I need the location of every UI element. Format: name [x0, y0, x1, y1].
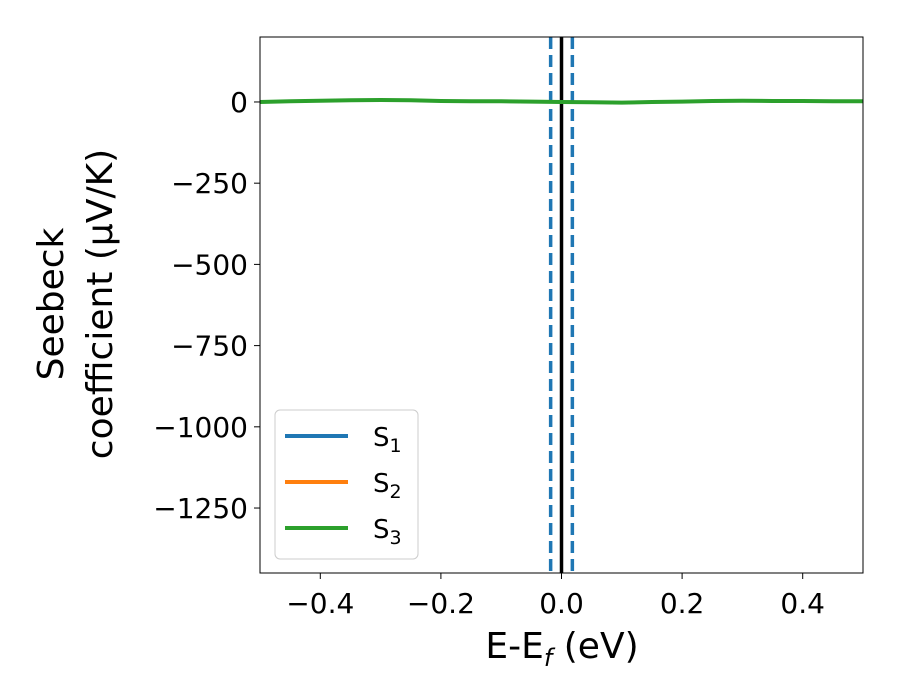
x-axis-label: E-Ef (eV): [485, 626, 638, 672]
y-tick-label: −1000: [153, 411, 248, 444]
legend: S1 S2 S3: [274, 409, 419, 560]
y-tick-label: −500: [171, 248, 248, 281]
y-tick-label: −250: [171, 167, 248, 200]
legend-label-3: S3: [373, 515, 402, 549]
y-axis-ticks: 0 −250 −500 −750 −1000 −1250: [153, 86, 260, 525]
legend-label-2: S2: [373, 469, 402, 503]
legend-box: [274, 409, 419, 560]
series-line-3: [259, 98, 863, 105]
x-tick-label: 0.4: [780, 587, 825, 620]
x-axis-ticks: −0.4 −0.2 0.0 0.2 0.4: [286, 573, 825, 620]
legend-label-1: S1: [373, 423, 402, 457]
y-tick-label: −750: [171, 330, 248, 363]
x-tick-label: 0.0: [539, 587, 584, 620]
vertical-lines: [548, 37, 575, 573]
x-tick-label: 0.2: [660, 587, 705, 620]
y-axis-label-line1: Seebeck: [31, 227, 72, 380]
y-tick-label: −1250: [153, 492, 248, 525]
series-lines: [259, 98, 863, 105]
y-axis-label: Seebeck coefficient (μV/K): [31, 149, 121, 459]
y-tick-label: 0: [230, 86, 248, 119]
x-tick-label: −0.2: [407, 587, 475, 620]
x-tick-label: −0.4: [286, 587, 354, 620]
y-axis-label-line2: coefficient (μV/K): [80, 149, 121, 459]
